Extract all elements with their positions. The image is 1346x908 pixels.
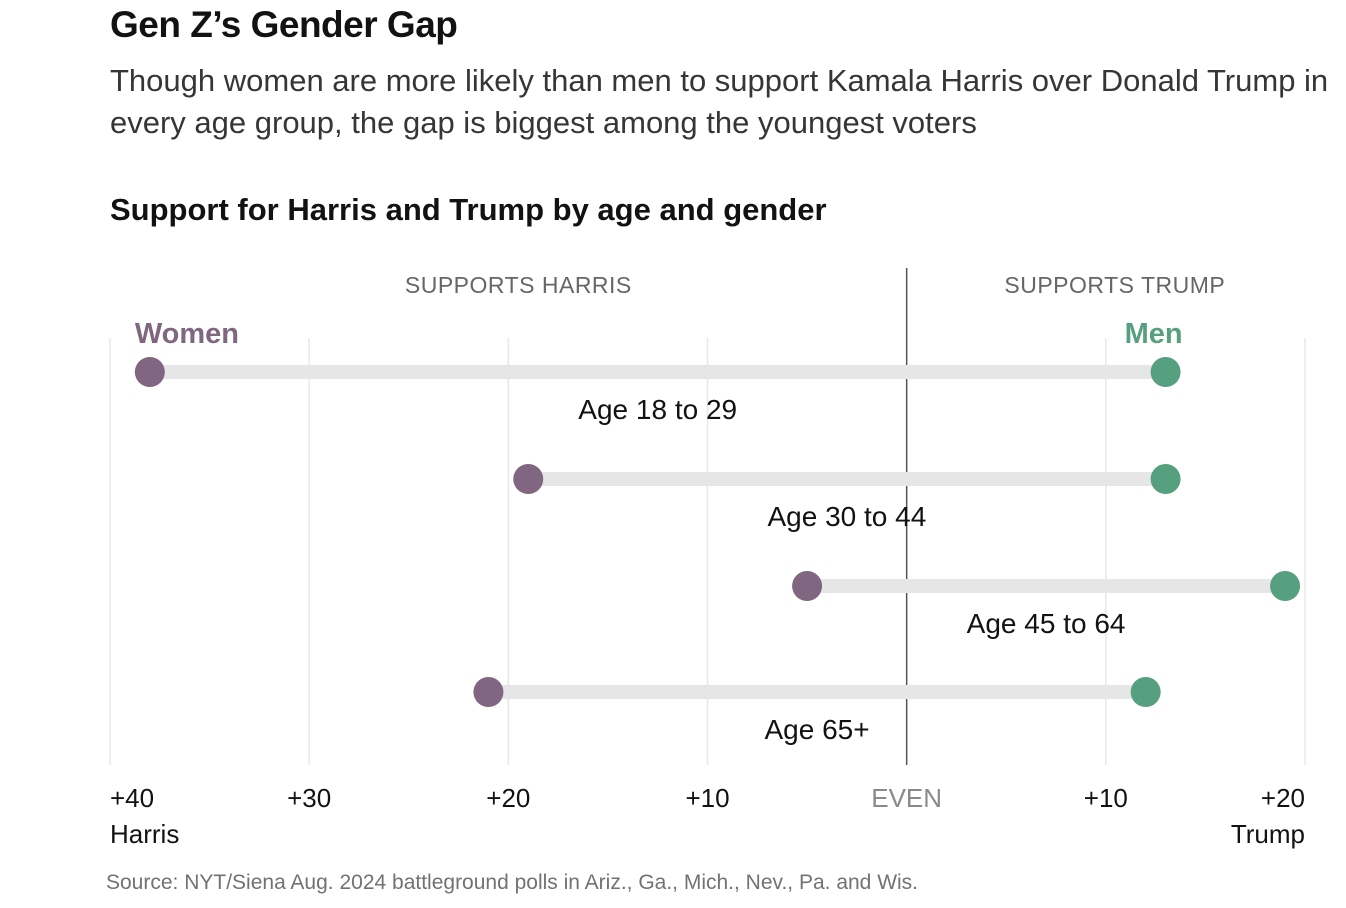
men-dot [1150, 357, 1181, 387]
age-group-label: Age 65+ [764, 714, 869, 745]
x-tick-label: +10 [1084, 783, 1128, 813]
legend-women: Women [135, 318, 239, 350]
women-dot [134, 357, 165, 387]
x-tick-label: EVEN [871, 783, 942, 813]
age-group-label: Age 45 to 64 [967, 608, 1126, 639]
men-dot [1130, 677, 1161, 707]
source-note: Source: NYT/Siena Aug. 2024 battleground… [106, 871, 919, 894]
age-group-label: Age 30 to 44 [768, 501, 927, 532]
chart-title: Support for Harris and Trump by age and … [110, 192, 827, 227]
dek: Though women are more likely than men to… [110, 63, 1329, 140]
men-dot [1270, 571, 1301, 601]
women-dot [513, 464, 544, 494]
men-dot [1150, 464, 1181, 494]
x-tick-label: +10 [685, 783, 729, 813]
x-tick-sublabel: Harris [110, 819, 179, 849]
supports-trump-label: SUPPORTS TRUMP [1004, 272, 1225, 298]
supports-harris-label: SUPPORTS HARRIS [405, 272, 632, 298]
women-dot [473, 677, 504, 707]
women-dot [792, 571, 823, 601]
x-tick-label: +20 [486, 783, 530, 813]
headline: Gen Z’s Gender Gap [110, 4, 458, 45]
x-tick-label: +40 [110, 783, 154, 813]
x-tick-label: +20 [1261, 783, 1305, 813]
age-group-label: Age 18 to 29 [578, 394, 737, 425]
x-tick-sublabel: Trump [1231, 819, 1305, 849]
legend-men: Men [1125, 318, 1183, 350]
x-tick-label: +30 [287, 783, 331, 813]
